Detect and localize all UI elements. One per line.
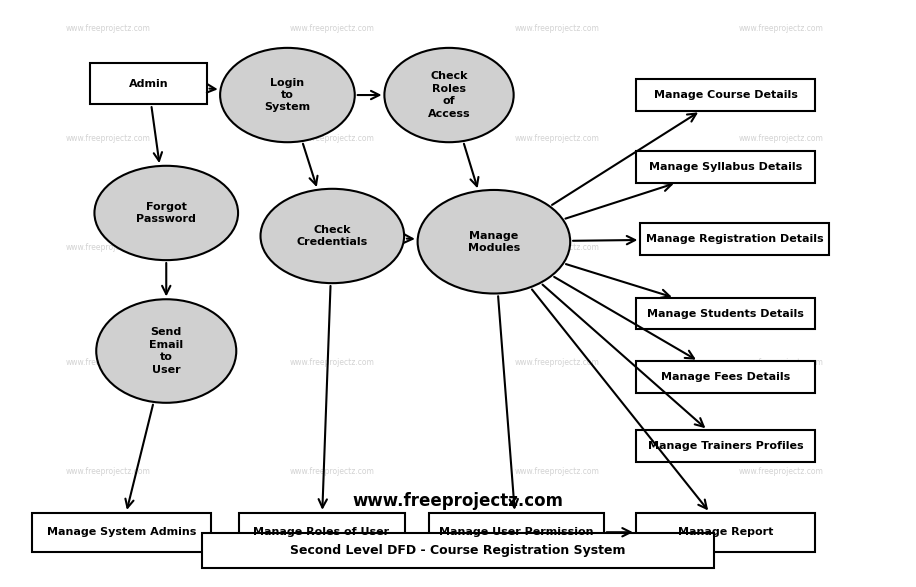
Text: www.freeprojectz.com: www.freeprojectz.com xyxy=(65,134,150,143)
Text: www.freeprojectz.com: www.freeprojectz.com xyxy=(738,358,823,367)
Bar xyxy=(636,512,815,552)
Text: Manage User Permission: Manage User Permission xyxy=(439,527,594,537)
Bar xyxy=(636,298,815,329)
Ellipse shape xyxy=(96,299,236,403)
Text: www.freeprojectz.com: www.freeprojectz.com xyxy=(738,243,823,252)
Text: Forgot
Password: Forgot Password xyxy=(136,202,196,224)
Text: www.freeprojectz.com: www.freeprojectz.com xyxy=(289,358,375,367)
Bar xyxy=(636,361,815,393)
Ellipse shape xyxy=(418,190,571,294)
Text: Send
Email
to
User: Send Email to User xyxy=(149,328,183,375)
Text: Check
Credentials: Check Credentials xyxy=(297,225,368,247)
Ellipse shape xyxy=(260,189,404,283)
Text: Manage Syllabus Details: Manage Syllabus Details xyxy=(649,162,802,172)
Bar xyxy=(636,79,815,111)
Text: www.freeprojectz.com: www.freeprojectz.com xyxy=(514,134,599,143)
Text: www.freeprojectz.com: www.freeprojectz.com xyxy=(65,243,150,252)
Text: www.freeprojectz.com: www.freeprojectz.com xyxy=(289,134,375,143)
Text: www.freeprojectz.com: www.freeprojectz.com xyxy=(738,467,823,476)
Text: www.freeprojectz.com: www.freeprojectz.com xyxy=(65,467,150,476)
Text: Manage Roles of User: Manage Roles of User xyxy=(254,527,389,537)
Text: Check
Roles
of
Access: Check Roles of Access xyxy=(428,72,470,119)
Ellipse shape xyxy=(220,48,354,142)
Text: Manage Fees Details: Manage Fees Details xyxy=(660,372,791,382)
Bar xyxy=(640,223,829,255)
Text: Second Level DFD - Course Registration System: Second Level DFD - Course Registration S… xyxy=(290,544,626,557)
Text: www.freeprojectz.com: www.freeprojectz.com xyxy=(738,134,823,143)
Text: Manage
Modules: Manage Modules xyxy=(468,231,520,253)
Ellipse shape xyxy=(385,48,514,142)
Ellipse shape xyxy=(94,166,238,260)
Text: www.freeprojectz.com: www.freeprojectz.com xyxy=(514,25,599,33)
Text: Manage Report: Manage Report xyxy=(678,527,773,537)
Text: www.freeprojectz.com: www.freeprojectz.com xyxy=(514,467,599,476)
Text: www.freeprojectz.com: www.freeprojectz.com xyxy=(289,243,375,252)
Text: www.freeprojectz.com: www.freeprojectz.com xyxy=(289,25,375,33)
Bar xyxy=(202,533,714,568)
Text: www.freeprojectz.com: www.freeprojectz.com xyxy=(289,467,375,476)
Text: Admin: Admin xyxy=(128,79,169,89)
Bar xyxy=(636,430,815,462)
Text: Manage System Admins: Manage System Admins xyxy=(47,527,196,537)
Text: Manage Registration Details: Manage Registration Details xyxy=(646,234,823,244)
Text: www.freeprojectz.com: www.freeprojectz.com xyxy=(738,25,823,33)
Text: www.freeprojectz.com: www.freeprojectz.com xyxy=(353,491,563,510)
Text: Manage Students Details: Manage Students Details xyxy=(647,309,804,319)
Text: www.freeprojectz.com: www.freeprojectz.com xyxy=(514,243,599,252)
Text: www.freeprojectz.com: www.freeprojectz.com xyxy=(514,358,599,367)
Text: Login
to
System: Login to System xyxy=(265,77,311,113)
Bar xyxy=(31,512,212,552)
Text: www.freeprojectz.com: www.freeprojectz.com xyxy=(65,25,150,33)
Text: Manage Course Details: Manage Course Details xyxy=(654,90,798,100)
Bar xyxy=(238,512,405,552)
Text: Manage Trainers Profiles: Manage Trainers Profiles xyxy=(648,441,803,451)
Bar xyxy=(429,512,604,552)
Bar xyxy=(90,63,207,104)
Text: www.freeprojectz.com: www.freeprojectz.com xyxy=(65,358,150,367)
Bar xyxy=(636,151,815,183)
